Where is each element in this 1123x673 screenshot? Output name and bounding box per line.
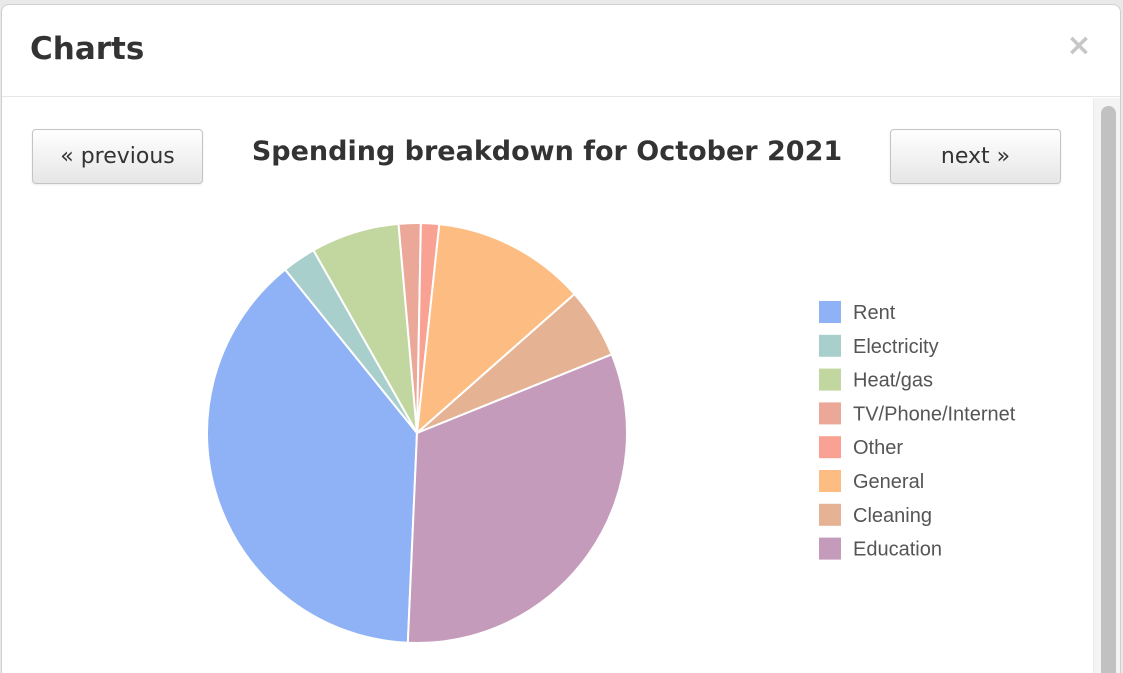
pie-slices	[206, 222, 628, 644]
legend-label: Rent	[853, 302, 896, 324]
scrollbar-track[interactable]	[1093, 98, 1120, 673]
legend-swatch	[819, 402, 841, 425]
legend-swatch	[819, 334, 841, 357]
legend-label: Education	[853, 539, 942, 561]
previous-button[interactable]: « previous	[32, 129, 203, 184]
legend-swatch	[819, 301, 841, 323]
pie-slice-rent[interactable]	[206, 268, 419, 644]
legend-swatch	[819, 470, 841, 492]
legend-label: Other	[853, 437, 903, 459]
modal-header: Charts ×	[2, 5, 1120, 97]
legend-swatch	[819, 368, 841, 391]
legend-label: Heat/gas	[853, 370, 933, 392]
pie-chart: Rent Electricity Heat/gas TV/Phone/Internet…	[206, 222, 1016, 644]
next-button[interactable]: next »	[890, 129, 1061, 184]
legend-label: TV/Phone/Internet	[853, 403, 1016, 425]
pie-slice-education[interactable]	[406, 353, 628, 644]
modal-body: « previous Spending breakdown for Octobe…	[2, 98, 1092, 673]
chart-title: Spending breakdown for October 2021	[251, 136, 843, 167]
scrollbar-thumb[interactable]	[1101, 106, 1116, 673]
legend-label: General	[853, 471, 924, 493]
pie-slice-general[interactable]	[415, 223, 576, 436]
chart-legend: Rent Electricity Heat/gas TV/Phone/Internet…	[819, 301, 1016, 561]
legend-swatch	[819, 503, 841, 526]
legend-swatch	[819, 537, 841, 560]
legend-label: Electricity	[853, 336, 939, 358]
legend-label: Cleaning	[853, 505, 932, 527]
close-icon[interactable]: ×	[1066, 28, 1092, 63]
charts-modal: Charts × « previous Spending breakdown f…	[1, 4, 1121, 673]
modal-title: Charts	[30, 31, 145, 67]
legend-swatch	[819, 436, 841, 459]
